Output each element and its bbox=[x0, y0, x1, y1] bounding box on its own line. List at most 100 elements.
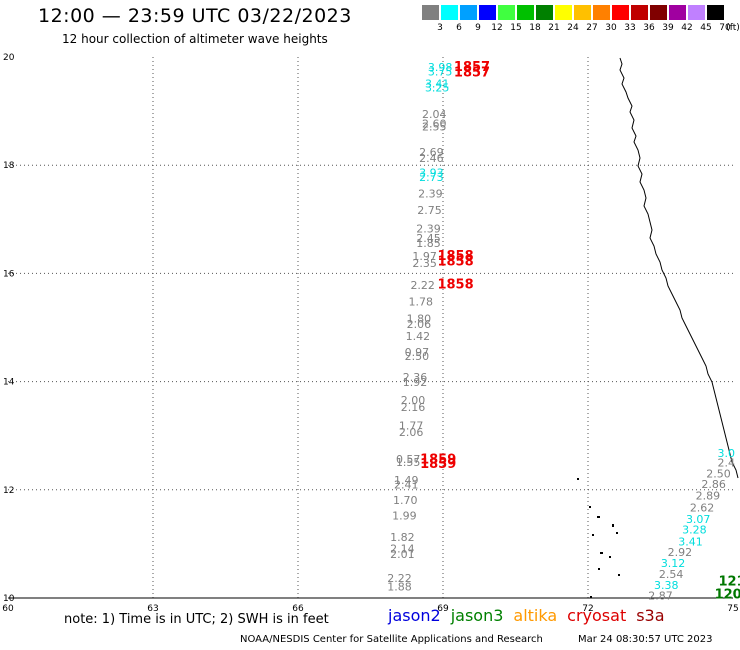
lon-tick-label: 66 bbox=[292, 604, 304, 614]
wave-height-value: 1.78 bbox=[409, 295, 434, 308]
legend-swatch bbox=[536, 5, 553, 20]
lat-tick-label: 16 bbox=[3, 269, 15, 279]
legend-swatch bbox=[688, 5, 705, 20]
legend-label: 15 bbox=[510, 23, 522, 33]
wave-height-value: 2.55 bbox=[422, 121, 447, 134]
wave-height-value: 1.85 bbox=[416, 237, 441, 250]
legend-label: 70 bbox=[719, 23, 731, 33]
wave-height-value: 2.35 bbox=[412, 257, 437, 270]
satellite-name-jason3: jason3 bbox=[450, 606, 504, 625]
legend-swatch bbox=[441, 5, 458, 20]
wave-height-value: 2.75 bbox=[417, 204, 442, 217]
wave-height-value: 2.16 bbox=[401, 401, 426, 414]
lat-tick-label: 12 bbox=[3, 486, 14, 496]
lon-tick-label: 69 bbox=[437, 604, 449, 614]
wave-height-value: 3.41 bbox=[425, 77, 450, 90]
satellite-name-cryosat: cryosat bbox=[567, 606, 627, 625]
lat-tick-label: 18 bbox=[3, 161, 15, 171]
wave-height-value: 2.50 bbox=[706, 467, 731, 480]
pass-time-label: 1859 bbox=[420, 457, 456, 472]
wave-height-value: 1.70 bbox=[393, 494, 418, 507]
laccadive-islands bbox=[577, 478, 620, 598]
wave-height-value: 2.22 bbox=[387, 572, 412, 585]
wave-height-value: 3.07 bbox=[686, 513, 711, 526]
pass-time-label: 1857 bbox=[454, 60, 490, 75]
legend-swatch bbox=[574, 5, 591, 20]
pass-time-label: 120 bbox=[715, 588, 740, 603]
wave-height-value: 3.98 bbox=[428, 61, 453, 74]
wave-height-value: 2.62 bbox=[690, 501, 715, 514]
legend-swatch bbox=[422, 5, 439, 20]
legend-swatch bbox=[517, 5, 534, 20]
wave-height-value: 2.22 bbox=[410, 279, 435, 292]
wave-height-value: 1.88 bbox=[387, 580, 412, 593]
generated-timestamp: Mar 24 08:30:57 UTC 2023 bbox=[578, 634, 713, 645]
wave-height-value: 1.49 bbox=[394, 474, 419, 487]
legend-label: 33 bbox=[624, 23, 636, 33]
wave-height-value: 2.00 bbox=[401, 394, 426, 407]
wave-height-value: 1.77 bbox=[399, 420, 424, 433]
wave-height-value: 2.04 bbox=[422, 108, 447, 121]
legend-swatch bbox=[707, 5, 724, 20]
wave-height-value: 1.82 bbox=[390, 531, 415, 544]
satellite-legend: jason2 jason3 altika cryosat s3a bbox=[388, 606, 675, 625]
legend-swatch bbox=[479, 5, 496, 20]
lon-tick-label: 63 bbox=[147, 604, 158, 614]
wave-height-value: 2.50 bbox=[405, 350, 430, 363]
wave-height-value: 3.75 bbox=[428, 65, 453, 78]
wave-height-value: 2.06 bbox=[399, 426, 424, 439]
wave-height-value: 2.06 bbox=[407, 318, 432, 331]
legend-swatch bbox=[555, 5, 572, 20]
map-grid bbox=[8, 57, 733, 599]
legend-label: 36 bbox=[643, 23, 655, 33]
page-title: 12:00 — 23:59 UTC 03/22/2023 bbox=[38, 5, 352, 27]
wave-height-value: 3.41 bbox=[678, 536, 703, 549]
legend-label: 30 bbox=[605, 23, 617, 33]
satellite-name-altika: altika bbox=[513, 606, 558, 625]
wave-height-value: 3.93 bbox=[419, 167, 444, 180]
pass-time-label: 1858 bbox=[437, 249, 473, 264]
legend-label: 18 bbox=[529, 23, 541, 33]
altimeter-observations: 3.983.753.413.252.042.602.552.692.463.93… bbox=[387, 61, 735, 603]
legend-swatch bbox=[650, 5, 667, 20]
coastline bbox=[577, 57, 739, 598]
legend-label: 45 bbox=[700, 23, 712, 33]
legend-swatch bbox=[460, 5, 477, 20]
pass-time-label: 1859 bbox=[420, 452, 456, 467]
wave-height-value: 2.39 bbox=[416, 222, 441, 235]
wave-height-value: 0.97 bbox=[405, 346, 430, 359]
legend-swatch bbox=[631, 5, 648, 20]
wave-height-value: 2.69 bbox=[419, 146, 444, 159]
wave-height-value: 2.14 bbox=[390, 543, 415, 556]
wave-height-value: 1.92 bbox=[403, 376, 428, 389]
legend-label: 42 bbox=[681, 23, 693, 33]
wave-height-value: 3.25 bbox=[425, 82, 450, 95]
wave-height-value: 2.45 bbox=[416, 232, 441, 245]
legend-swatch bbox=[612, 5, 629, 20]
lon-tick-label: 60 bbox=[2, 604, 14, 614]
page-subtitle: 12 hour collection of altimeter wave hei… bbox=[62, 32, 328, 46]
legend-label: 3 bbox=[437, 23, 443, 33]
legend-swatch bbox=[593, 5, 610, 20]
pass-time-label: 1858 bbox=[437, 254, 473, 269]
legend-label: 12 bbox=[491, 23, 503, 33]
wave-height-value: 2.87 bbox=[648, 590, 673, 603]
wave-height-value: 1.42 bbox=[406, 330, 431, 343]
lon-tick-label: 72 bbox=[582, 604, 593, 614]
pass-time-label: 1857 bbox=[454, 65, 490, 80]
legend-unit: (ft) bbox=[726, 23, 740, 33]
legend-label: 27 bbox=[586, 23, 598, 33]
india-west-coastline bbox=[619, 57, 739, 479]
legend-swatch bbox=[669, 5, 686, 20]
wave-height-value: 1.97 bbox=[412, 250, 437, 263]
satellite-name-s3a: s3a bbox=[636, 606, 665, 625]
wave-height-value: 2.41 bbox=[394, 479, 419, 492]
wave-height-value: 2.92 bbox=[668, 546, 693, 559]
legend-label: 21 bbox=[548, 23, 560, 33]
wave-height-value: 2.39 bbox=[418, 188, 443, 201]
pass-time-label: 1858 bbox=[437, 278, 473, 293]
legend-label: 9 bbox=[475, 23, 481, 33]
wave-height-value: 2.01 bbox=[390, 548, 415, 561]
wave-height-value: 2.60 bbox=[422, 117, 447, 130]
